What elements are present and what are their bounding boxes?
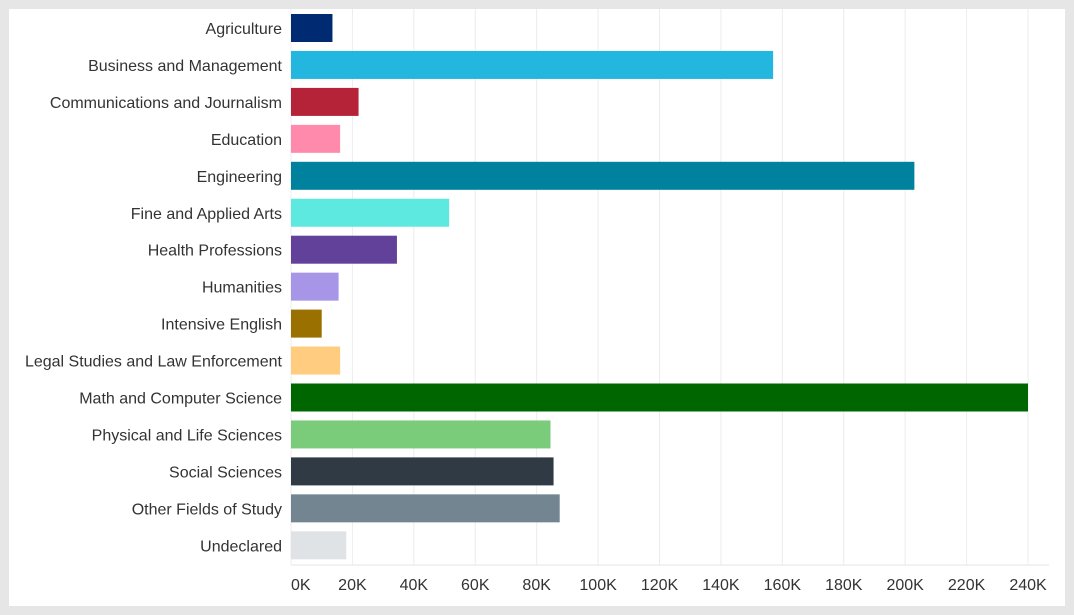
category-label: Education [211,132,282,149]
x-tick-label: 240K [1009,577,1047,594]
bar-chart: Agriculture Business and Management Commun… [25,9,1049,594]
x-tick-label: 80K [522,577,551,594]
category-label: Legal Studies and Law Enforcement [25,354,283,371]
bar[interactable] [291,14,333,42]
category-label: Other Fields of Study [132,501,282,518]
x-tick-label: 120K [641,577,679,594]
bar[interactable] [291,161,915,190]
bar[interactable] [291,494,560,523]
bar[interactable] [291,309,322,338]
x-tick-label: 40K [400,577,429,594]
bar[interactable] [291,50,774,79]
category-label: Business and Management [88,58,282,75]
bar[interactable] [291,531,347,560]
bar[interactable] [291,87,359,116]
x-tick-label: 200K [886,577,924,594]
bar[interactable] [291,198,450,227]
bar[interactable] [291,420,551,449]
bar[interactable] [291,272,339,301]
category-label: Agriculture [206,21,283,38]
category-label: Intensive English [161,317,282,334]
category-label: Fine and Applied Arts [131,206,282,223]
bar[interactable] [291,457,554,486]
x-tick-label: 20K [338,577,367,594]
category-label: Communications and Journalism [50,95,282,112]
category-label: Math and Computer Science [79,391,282,408]
grid-lines [290,9,1049,566]
x-tick-label: 160K [764,577,802,594]
bar[interactable] [291,346,341,375]
bar[interactable] [291,235,397,264]
category-label: Undeclared [200,538,282,555]
bar[interactable] [291,383,1028,412]
x-tick-label: 220K [948,577,986,594]
x-tick-label: 0K [291,577,311,594]
category-labels: Agriculture Business and Management Commun… [25,21,283,555]
x-tick-label: 140K [702,577,740,594]
category-label: Engineering [197,169,282,186]
chart-panel: Agriculture Business and Management Commun… [9,9,1065,606]
category-label: Humanities [202,280,282,297]
category-label: Health Professions [148,243,282,260]
category-label: Social Sciences [169,464,282,481]
bar[interactable] [291,124,341,153]
category-label: Physical and Life Sciences [92,427,282,444]
x-tick-label: 60K [461,577,490,594]
x-tick-label: 180K [825,577,863,594]
bars [291,14,1028,560]
x-tick-labels: 0K 20K 40K 60K 80K 100K 120K 140K 160K 180K 200K 22… [291,577,1047,594]
x-tick-label: 100K [579,577,617,594]
